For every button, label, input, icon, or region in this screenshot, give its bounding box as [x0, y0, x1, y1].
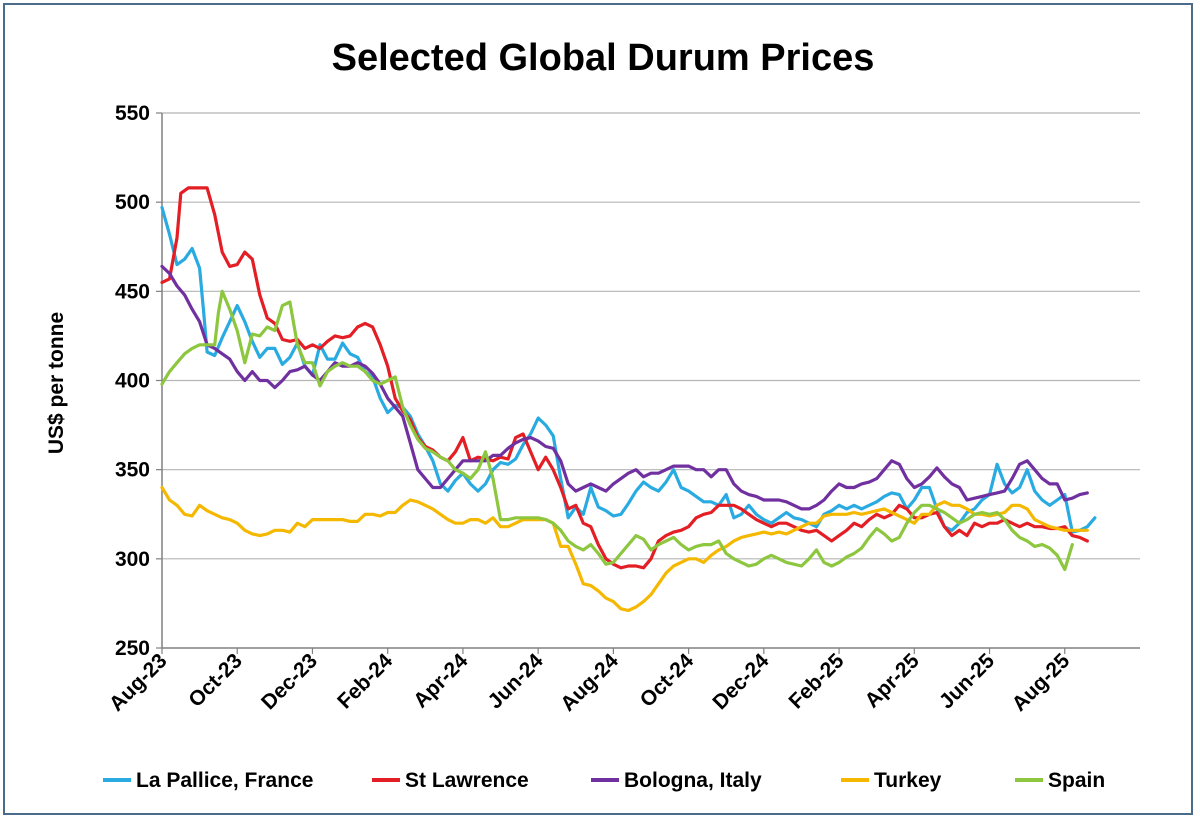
y-tick-label: 550	[115, 102, 150, 125]
x-tick-label: Dec-24	[708, 649, 773, 714]
series-line-1	[160, 186, 1089, 570]
series-lines	[160, 186, 1097, 613]
x-tick-label: Feb-24	[333, 649, 397, 713]
y-tick-label: 300	[115, 548, 150, 571]
legend-label-2: Bologna, Italy	[624, 769, 762, 792]
y-tick-label: 450	[115, 280, 150, 303]
legend-label-3: Turkey	[874, 769, 942, 792]
chart-frame: Selected Global Durum Prices US$ per ton…	[3, 3, 1193, 815]
x-tick-label: Apr-25	[861, 649, 925, 713]
x-tick-label: Dec-23	[257, 649, 322, 714]
y-tick-label: 400	[115, 370, 150, 393]
legend-label-1: St Lawrence	[405, 769, 529, 792]
x-tick-label: Apr-24	[409, 649, 473, 713]
x-tick-label: Aug-24	[556, 649, 623, 716]
x-tick-label: Feb-25	[784, 649, 848, 713]
legend: La Pallice, France St Lawrence Bologna, It…	[103, 769, 1105, 792]
x-tick-labels: Aug-23 Oct-23 Dec-23 Feb-24 Apr-24 Jun-24 Aug-…	[105, 649, 1075, 716]
series-line-0	[160, 205, 1097, 534]
x-tick-label: Jun-24	[484, 649, 548, 713]
chart: Selected Global Durum Prices US$ per ton…	[45, 37, 1140, 792]
x-tick-label: Jun-25	[935, 649, 999, 713]
x-tick-label: Aug-25	[1008, 649, 1075, 716]
axes	[156, 112, 1140, 654]
y-tick-label: 500	[115, 191, 150, 214]
gridlines	[162, 112, 1140, 560]
series-line-2	[160, 264, 1089, 511]
series-line-4	[160, 289, 1074, 572]
chart-title: Selected Global Durum Prices	[332, 37, 875, 79]
x-tick-label: Oct-23	[184, 649, 246, 711]
y-tick-label: 350	[115, 459, 150, 482]
series-line-3	[160, 485, 1089, 613]
y-tick-label: 250	[115, 637, 150, 660]
legend-label-4: Spain	[1048, 769, 1105, 792]
x-tick-label: Oct-24	[636, 649, 699, 712]
y-tick-labels: 250 300 350 400 450 500 550	[115, 102, 150, 660]
legend-label-0: La Pallice, France	[136, 769, 313, 792]
y-axis-label: US$ per tonne	[45, 312, 68, 454]
